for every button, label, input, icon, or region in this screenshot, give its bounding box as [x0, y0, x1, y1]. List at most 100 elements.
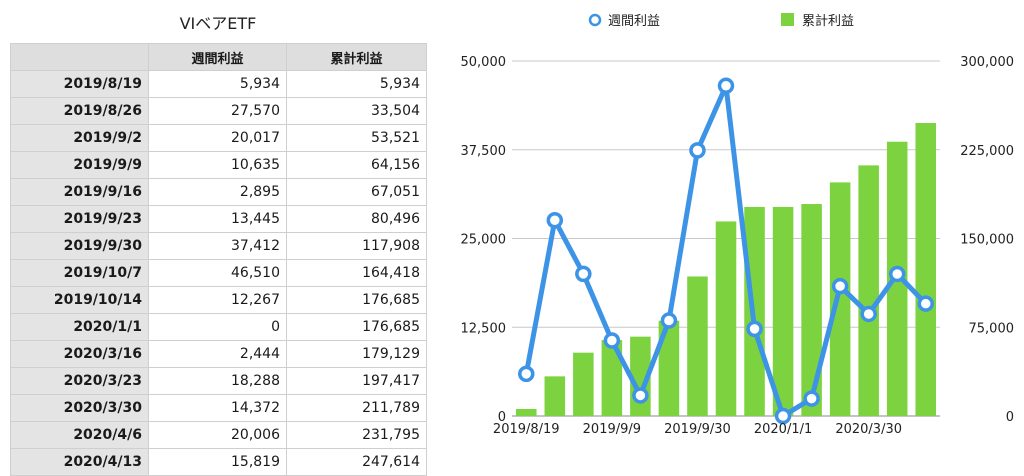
cell-weekly-profit: 27,570	[148, 97, 287, 125]
bar	[858, 165, 879, 416]
cell-cumulative-profit: 5,934	[286, 70, 427, 98]
line-point	[660, 312, 678, 329]
table-title: VIベアETF	[179, 14, 257, 33]
line-point	[632, 387, 649, 404]
line-point	[575, 265, 592, 283]
cell-weekly-profit: 14,372	[148, 394, 287, 422]
cell-weekly-profit: 2,895	[148, 178, 287, 206]
line-point	[717, 77, 735, 95]
legend-label-weekly: 週間利益	[608, 14, 660, 29]
cell-weekly-profit: 46,510	[148, 259, 287, 287]
table-row: 2019/10/7 46,510 164,418	[10, 259, 427, 287]
header-weekly-profit: 週間利益	[148, 43, 287, 71]
cell-cumulative-profit: 211,789	[286, 394, 427, 422]
combo-chart: 0 12,500 25,000 37,500 50,000 0 75,000 150,000 2…	[461, 13, 1015, 437]
cell-cumulative-profit: 247,614	[286, 448, 427, 476]
table-body: 2019/8/19 5,934 5,934 2019/8/26 27,570 33,504…	[10, 70, 427, 476]
cell-cumulative-profit: 179,129	[286, 340, 427, 368]
x-tick-label: 2019/8/19	[493, 422, 560, 437]
table-row: 2019/9/2 20,017 53,521	[10, 124, 427, 152]
y-right-tick-label: 300,000	[960, 55, 1014, 70]
bar	[801, 204, 822, 416]
x-tick-label: 2019/9/30	[664, 422, 731, 437]
y-left-tick-label: 25,000	[461, 233, 507, 248]
cell-date: 2020/3/30	[10, 394, 149, 422]
cell-cumulative-profit: 197,417	[286, 367, 427, 395]
cell-date: 2020/3/23	[10, 367, 149, 395]
cell-weekly-profit: 2,444	[148, 340, 287, 368]
table-row: 2020/3/23 18,288 197,417	[10, 367, 427, 395]
bar	[601, 340, 623, 416]
y-right-tick-label: 225,000	[960, 144, 1014, 159]
x-tick-label: 2019/9/9	[583, 422, 641, 437]
table-row: 2020/3/30 14,372 211,789	[10, 394, 427, 422]
cell-date: 2019/10/7	[10, 259, 149, 287]
bar	[687, 276, 708, 416]
cell-weekly-profit: 10,635	[148, 151, 287, 179]
cell-date: 2019/9/2	[10, 124, 149, 152]
cell-cumulative-profit: 176,685	[286, 286, 427, 314]
bar	[544, 376, 566, 416]
x-tick-label: 2020/1/1	[754, 422, 812, 437]
cell-cumulative-profit: 117,908	[286, 232, 427, 260]
line-point	[860, 305, 877, 323]
legend-label-cumulative: 累計利益	[802, 13, 854, 29]
cell-cumulative-profit: 231,795	[286, 421, 427, 449]
table-header-row: 週間利益 累計利益	[10, 43, 427, 71]
y-left-tick-label: 0	[498, 410, 506, 425]
table-row: 2020/1/1 0 176,685	[10, 313, 427, 341]
bar	[715, 221, 737, 416]
table-row: 2020/4/13 15,819 247,614	[10, 448, 427, 476]
table-row: 2019/9/16 2,895 67,051	[10, 178, 427, 206]
line-point	[917, 295, 934, 312]
legend-bar-marker	[781, 13, 794, 26]
bar	[772, 206, 794, 416]
cell-weekly-profit: 12,267	[148, 286, 287, 314]
line-point	[888, 265, 906, 283]
cell-weekly-profit: 5,934	[148, 70, 287, 98]
table-row: 2019/8/19 5,934 5,934	[10, 70, 427, 98]
table-row: 2019/10/14 12,267 176,685	[10, 286, 427, 314]
cell-cumulative-profit: 64,156	[286, 151, 427, 179]
header-cumulative-profit: 累計利益	[286, 43, 427, 71]
table-row: 2019/9/23 13,445 80,496	[10, 205, 427, 233]
cell-date: 2019/8/19	[10, 70, 149, 98]
cell-weekly-profit: 18,288	[148, 367, 287, 395]
bar	[573, 352, 594, 416]
line-point	[603, 332, 621, 349]
y-right-tick-label: 75,000	[969, 321, 1015, 336]
cell-date: 2019/10/14	[10, 286, 149, 314]
cell-weekly-profit: 0	[148, 313, 287, 341]
cell-cumulative-profit: 33,504	[286, 97, 427, 125]
cell-date: 2019/9/9	[10, 151, 149, 179]
cell-weekly-profit: 37,412	[148, 232, 287, 260]
line-point	[746, 320, 763, 338]
table-row: 2019/8/26 27,570 33,504	[10, 97, 427, 125]
x-tick-label: 2020/3/30	[835, 422, 902, 437]
cell-weekly-profit: 20,017	[148, 124, 287, 152]
data-table: 週間利益 累計利益 2019/8/19 5,934 5,934 2019/8/26 27…	[10, 43, 427, 476]
cell-cumulative-profit: 53,521	[286, 124, 427, 152]
cell-weekly-profit: 20,006	[148, 421, 287, 449]
line-point	[831, 277, 849, 295]
cell-date: 2020/4/13	[10, 448, 149, 476]
bar	[829, 182, 851, 416]
y-left-tick-label: 12,500	[461, 321, 507, 336]
cell-date: 2019/9/30	[10, 232, 149, 260]
bar	[658, 320, 680, 416]
cell-date: 2019/8/26	[10, 97, 149, 125]
line-point	[803, 390, 820, 407]
table-row: 2020/3/16 2,444 179,129	[10, 340, 427, 368]
cell-date: 2019/9/16	[10, 178, 149, 206]
y-left-tick-label: 37,500	[461, 144, 507, 159]
table-row: 2020/4/6 20,006 231,795	[10, 421, 427, 449]
line-point	[546, 212, 564, 229]
cell-cumulative-profit: 80,496	[286, 205, 427, 233]
y-left-tick-label: 50,000	[461, 55, 507, 70]
cell-date: 2020/4/6	[10, 421, 149, 449]
bar	[915, 122, 937, 416]
cell-weekly-profit: 15,819	[148, 448, 287, 476]
y-right-tick-label: 150,000	[960, 233, 1014, 248]
legend-line-marker	[588, 13, 602, 27]
table-row: 2019/9/9 10,635 64,156	[10, 151, 427, 179]
